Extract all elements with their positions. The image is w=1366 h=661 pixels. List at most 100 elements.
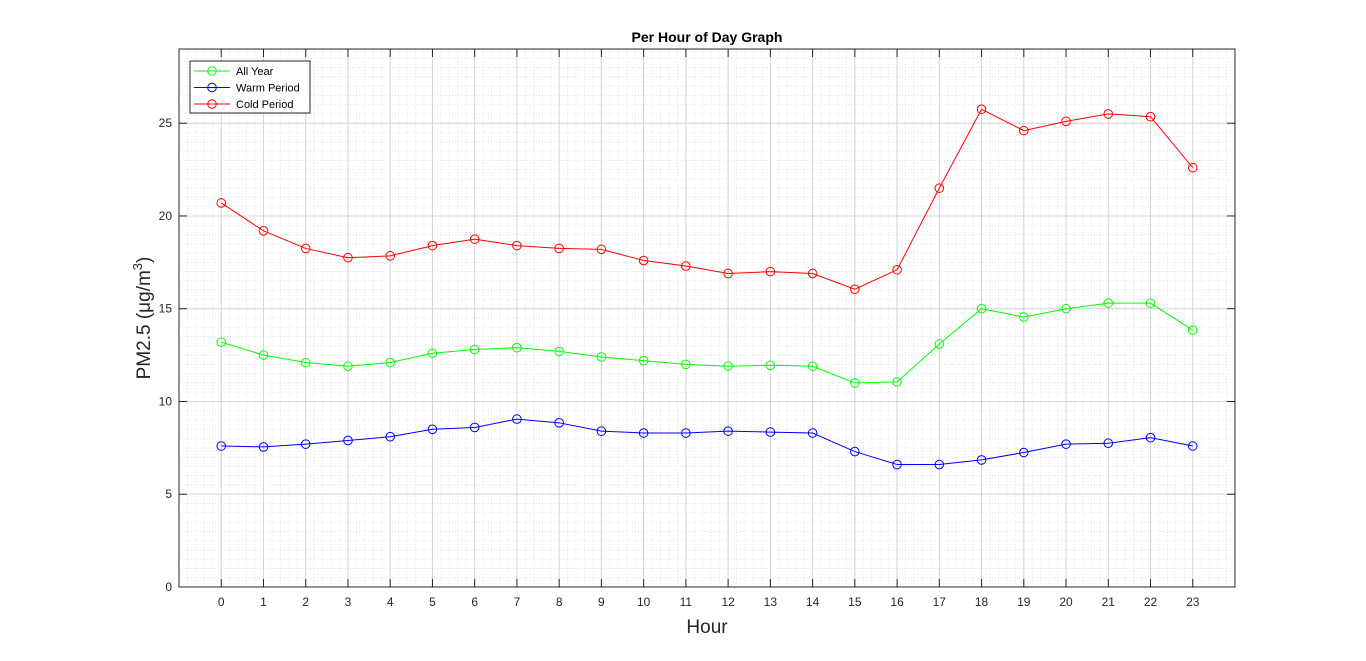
y-axis-label-superscript: 3 — [130, 263, 145, 270]
data-point-all-year — [765, 360, 776, 371]
x-tick-label: 3 — [345, 595, 352, 609]
x-tick-label: 15 — [848, 595, 862, 609]
legend-marker-warm-period — [207, 82, 217, 93]
y-axis-label-suffix: ) — [134, 257, 155, 263]
data-point-warm-period — [258, 442, 269, 452]
data-point-all-year — [596, 352, 607, 362]
data-point-cold-period — [512, 240, 522, 251]
data-point-all-year — [300, 357, 311, 368]
data-point-cold-period — [216, 198, 227, 208]
legend-marker-all-year — [207, 66, 217, 76]
x-tick-label: 16 — [890, 595, 904, 609]
x-tick-label: 14 — [806, 595, 820, 609]
data-point-cold-period — [934, 183, 945, 193]
data-point-all-year — [258, 350, 269, 360]
data-point-all-year — [1019, 312, 1029, 322]
x-tick-label: 12 — [721, 595, 735, 609]
data-point-all-year — [638, 355, 649, 366]
y-tick-label: 20 — [159, 209, 173, 223]
data-point-warm-period — [850, 446, 860, 457]
x-tick-label: 11 — [680, 595, 693, 609]
x-tick-label: 6 — [471, 595, 478, 609]
data-point-warm-period — [976, 455, 987, 465]
x-axis-label: Hour — [686, 617, 728, 638]
data-point-cold-period — [850, 284, 860, 295]
x-tick-label: 13 — [764, 595, 778, 609]
x-tick-label: 20 — [1059, 595, 1073, 609]
y-axis: 0 5 10 15 20 25 — [159, 116, 1235, 594]
series-line-all-year — [221, 302, 1194, 384]
legend-label-all-year: All Year — [236, 66, 274, 78]
data-point-warm-period — [934, 459, 945, 470]
data-point-cold-period — [681, 261, 691, 271]
x-axis: 0 1 2 3 4 5 6 7 8 9 10 11 12 13 14 15 16 17 18 19 20 21 22 23 — [218, 49, 1200, 609]
y-tick-label: 15 — [159, 302, 173, 316]
data-point-all-year — [892, 377, 902, 387]
x-tick-label: 23 — [1186, 595, 1200, 609]
x-tick-label: 19 — [1017, 595, 1031, 609]
x-tick-label: 18 — [975, 595, 989, 609]
data-point-warm-period — [765, 427, 776, 437]
x-tick-label: 1 — [260, 595, 267, 609]
data-point-all-year — [1103, 298, 1114, 308]
data-point-cold-period — [638, 255, 649, 266]
data-point-warm-period — [385, 431, 396, 442]
data-point-cold-period — [469, 234, 480, 244]
x-tick-label: 7 — [514, 595, 521, 609]
y-axis-label: PM2.5 (μg/m3) — [130, 257, 155, 380]
x-tick-label: 4 — [387, 595, 394, 609]
data-point-warm-period — [596, 426, 607, 436]
x-tick-label: 5 — [429, 595, 436, 609]
data-point-warm-period — [216, 441, 227, 451]
data-point-warm-period — [300, 439, 311, 449]
data-point-all-year — [934, 339, 945, 349]
x-tick-label: 8 — [556, 595, 563, 609]
data-point-cold-period — [765, 266, 776, 277]
y-tick-label: 0 — [165, 580, 172, 594]
data-point-cold-period — [1019, 125, 1029, 136]
data-point-warm-period — [807, 428, 818, 438]
data-point-warm-period — [638, 428, 649, 438]
x-tick-label: 10 — [637, 595, 651, 609]
data-point-warm-period — [343, 435, 353, 446]
data-point-all-year — [512, 342, 522, 353]
data-point-cold-period — [1103, 109, 1114, 119]
x-tick-label: 17 — [933, 595, 947, 609]
y-axis-label-main: PM2.5 (μg/m — [134, 270, 155, 379]
data-point-all-year — [807, 361, 818, 372]
data-point-cold-period — [258, 226, 269, 236]
series-line-warm-period — [221, 418, 1193, 466]
legend-label-warm-period: Warm Period — [236, 83, 300, 95]
data-point-warm-period — [1103, 438, 1114, 449]
series-layer — [216, 104, 1198, 470]
data-point-cold-period — [554, 243, 564, 254]
data-point-cold-period — [343, 252, 353, 263]
data-point-cold-period — [976, 104, 987, 115]
data-point-warm-period — [554, 418, 564, 428]
x-tick-label: 21 — [1102, 595, 1116, 609]
data-point-all-year — [343, 361, 353, 372]
data-point-warm-period — [512, 414, 522, 424]
data-point-cold-period — [1187, 162, 1198, 173]
data-point-cold-period — [300, 243, 311, 254]
legend-label-cold-period: Cold Period — [236, 99, 293, 111]
x-tick-label: 0 — [218, 595, 225, 609]
series-line-cold-period — [220, 108, 1194, 290]
data-point-all-year — [1061, 303, 1071, 314]
data-point-cold-period — [723, 268, 733, 279]
data-point-all-year — [723, 361, 733, 372]
data-point-warm-period — [469, 422, 480, 433]
data-point-cold-period — [1061, 116, 1071, 127]
data-point-all-year — [385, 357, 396, 368]
legend-marker-cold-period — [207, 99, 217, 109]
data-point-all-year — [554, 346, 564, 357]
chart-title: Per Hour of Day Graph — [632, 29, 783, 45]
data-point-warm-period — [723, 426, 733, 436]
y-tick-label: 25 — [159, 116, 173, 130]
data-point-warm-period — [1061, 439, 1071, 449]
data-point-all-year — [216, 337, 227, 347]
data-point-warm-period — [892, 459, 902, 470]
data-point-all-year — [1187, 325, 1198, 335]
data-point-cold-period — [596, 244, 607, 255]
